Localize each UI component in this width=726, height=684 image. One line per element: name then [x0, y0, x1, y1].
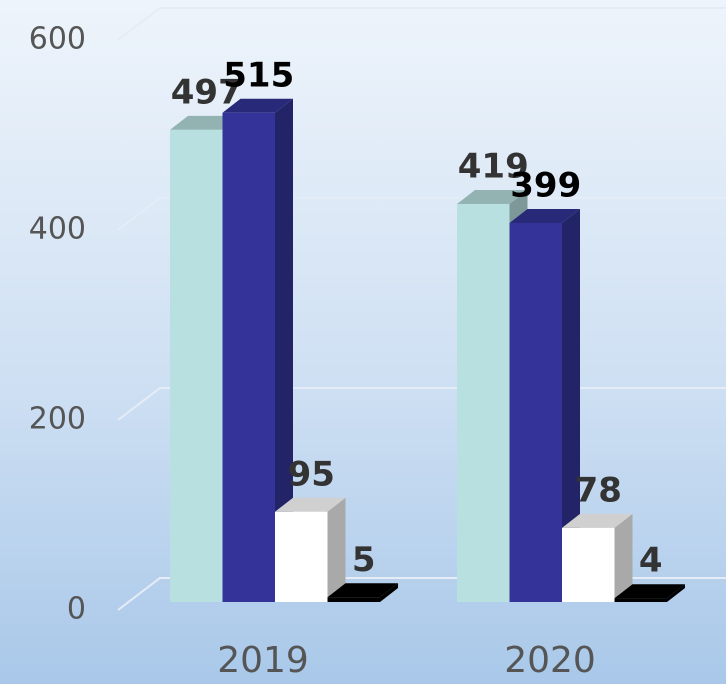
bar-top [562, 513, 633, 528]
data-label: 4 [639, 541, 663, 581]
bar-top [457, 189, 528, 204]
grid-line [117, 7, 726, 41]
bar-top [614, 584, 685, 599]
bar-top [327, 583, 398, 598]
bar [170, 129, 223, 602]
bar-top [509, 208, 580, 223]
grid-line [117, 197, 726, 231]
bar [509, 222, 562, 602]
data-label: 78 [575, 470, 622, 510]
data-label: 497 [171, 72, 242, 112]
bar-side [275, 98, 293, 602]
bar [222, 112, 275, 602]
bar [327, 597, 380, 602]
bar-side [327, 497, 346, 602]
x-tick-label: 2019 [217, 640, 309, 681]
bar-side [380, 583, 398, 602]
y-tick-label: 0 [67, 592, 86, 627]
bar-side [614, 513, 633, 602]
data-label: 399 [510, 165, 581, 205]
bar-side [562, 208, 580, 602]
y-tick-label: 600 [29, 22, 86, 57]
bar [275, 511, 328, 602]
y-tick-label: 200 [29, 402, 86, 437]
bar-side [667, 584, 685, 602]
bar-top [222, 98, 293, 113]
data-label: 419 [458, 146, 529, 186]
data-label: 5 [352, 540, 376, 580]
y-tick-label: 400 [29, 212, 86, 247]
bar-top [275, 497, 346, 512]
bar [457, 203, 510, 602]
bar [614, 598, 667, 602]
bar [562, 527, 615, 602]
x-tick-label: 2020 [504, 640, 596, 681]
data-label: 515 [223, 55, 294, 95]
data-label: 95 [288, 454, 335, 494]
